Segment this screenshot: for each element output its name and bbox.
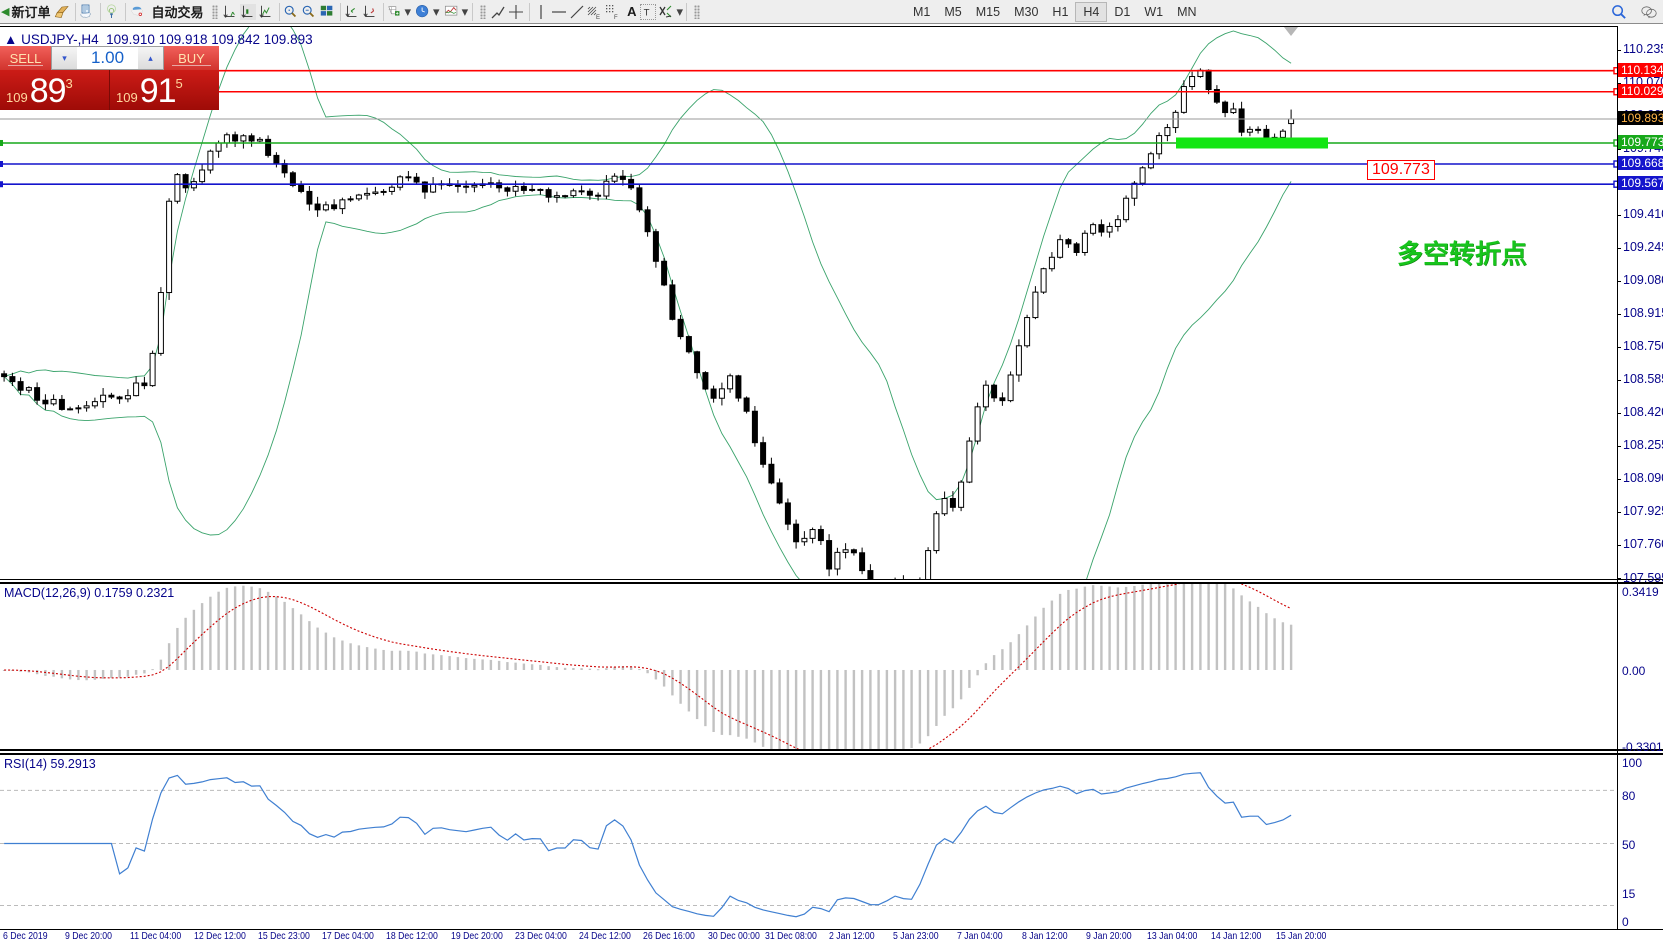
svg-text:E: E [596, 15, 600, 20]
svg-text:T: T [644, 7, 650, 18]
svg-text:F: F [614, 15, 618, 20]
